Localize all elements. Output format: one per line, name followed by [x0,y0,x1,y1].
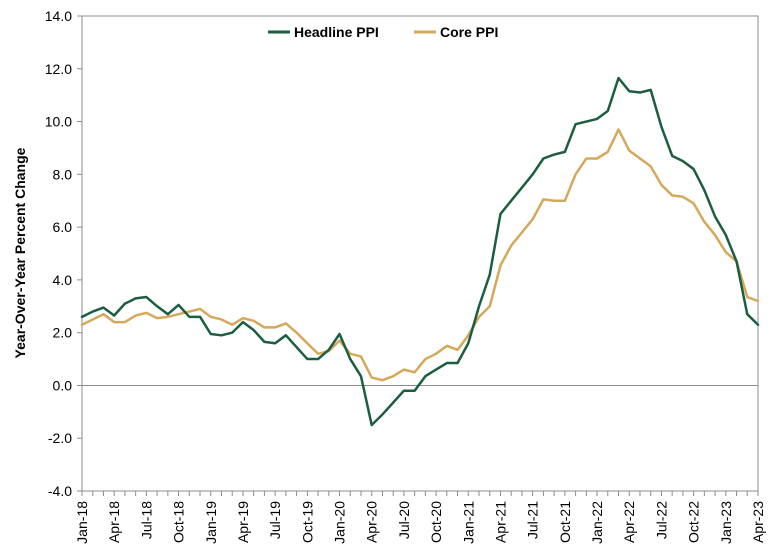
x-tick-label: Jul-20 [396,501,412,539]
x-tick-label: Jul-22 [653,501,669,539]
x-tick-label: Oct-20 [428,501,444,543]
x-tick-label: Apr-20 [364,501,380,543]
y-axis: -4.0 -2.0 0.0 2.0 4.0 6.0 8.0 10.0 12.0 14.0 [45,8,82,499]
x-tick-label: Jan-18 [74,501,90,544]
x-tick-label: Oct-22 [686,501,702,543]
x-tick-label: Apr-23 [750,501,766,543]
x-tick-label: Apr-19 [235,501,251,543]
x-tick-label: Oct-19 [299,501,315,543]
legend: Headline PPI Core PPI [268,24,498,40]
y-tick-label: 12.0 [45,61,72,77]
x-tick-label: Jan-23 [718,501,734,544]
legend-label-headline: Headline PPI [294,24,379,40]
x-tick-label: Oct-21 [557,501,573,543]
x-axis: Jan-18 Apr-18 Jul-18 Oct-18 Jan-19 Apr-19 Jul-… [74,491,766,544]
x-tick-label: Apr-21 [492,501,508,543]
y-tick-label: -4.0 [48,483,72,499]
series-line-core-ppi [80,128,760,382]
y-tick-label: 10.0 [45,114,72,130]
x-tick-label: Jul-19 [267,501,283,539]
plot-border [81,15,759,492]
legend-label-core: Core PPI [440,24,498,40]
x-tick-label: Jan-19 [203,501,219,544]
x-tick-label: Jul-21 [525,501,541,539]
y-axis-title: Year-Over-Year Percent Change [12,147,28,358]
y-tick-label: 2.0 [53,325,73,341]
x-tick-label: Apr-22 [621,501,637,543]
x-tick-label: Jan-22 [589,501,605,544]
x-tick-label: Apr-18 [106,501,122,543]
x-tick-label: Oct-18 [171,501,187,543]
y-tick-label: 4.0 [53,272,73,288]
plot-area [81,15,759,492]
y-tick-label: 0.0 [53,377,73,393]
x-tick-label: Jan-20 [332,501,348,544]
y-tick-label: 14.0 [45,8,72,24]
y-tick-label: -2.0 [48,430,72,446]
series-line-headline-ppi [80,76,760,427]
series-layer [80,76,760,427]
x-tick-label: Jul-18 [138,501,154,539]
y-tick-label: 8.0 [53,166,73,182]
x-tick-label: Jan-21 [460,501,476,544]
y-tick-label: 6.0 [53,219,73,235]
